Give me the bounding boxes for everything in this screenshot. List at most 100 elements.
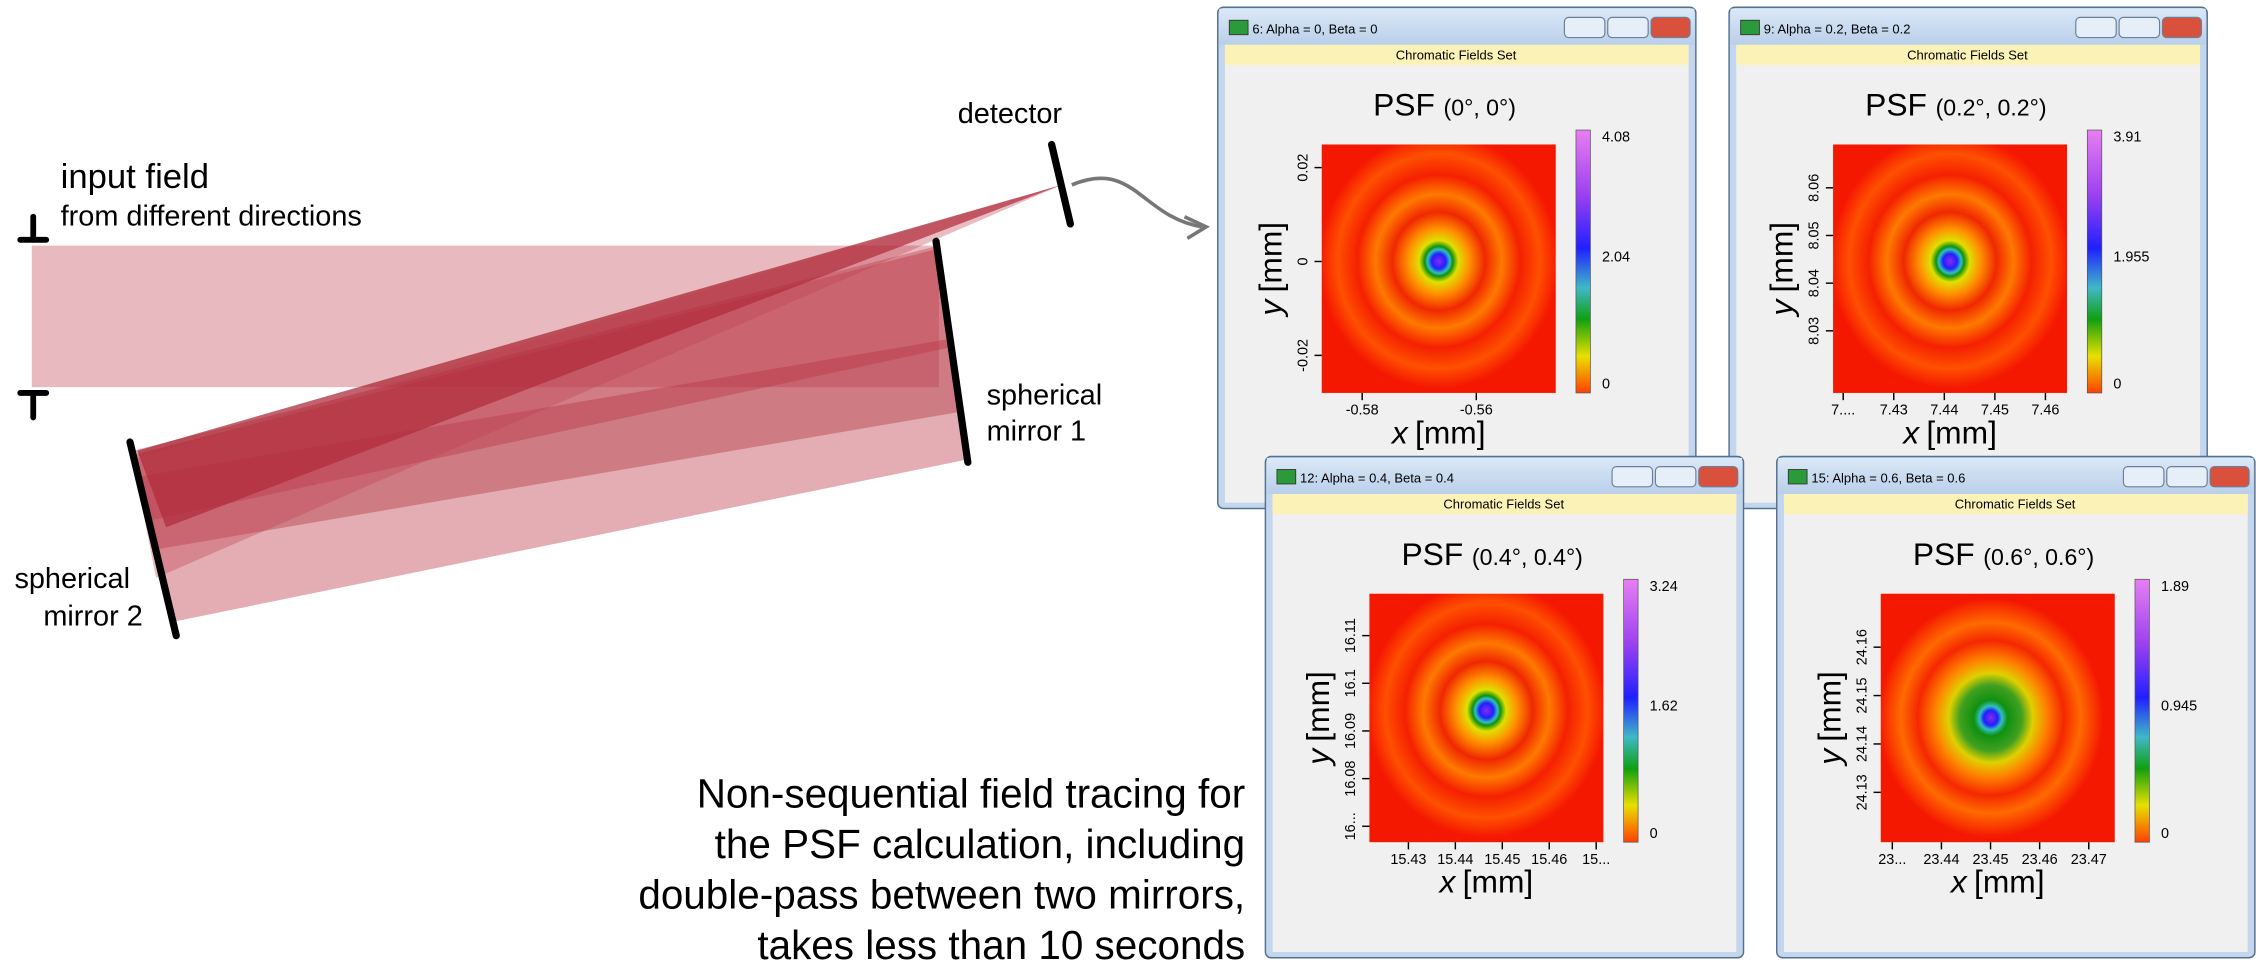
window-icon [1741,20,1760,34]
toolbar-label: Chromatic Fields Set [1396,47,1517,62]
close-button[interactable] [1651,17,1690,37]
caption: takes less than 10 seconds [757,922,1245,965]
caption: Non-sequential field tracing for [697,771,1245,817]
x-axis-var: x [1390,414,1409,450]
y-tick-label: 16.1 [1343,669,1359,697]
plot-title-main: PSF [1913,536,1975,572]
label: mirror 1 [987,416,1086,448]
x-tick-label: -0.58 [1346,403,1379,419]
toolbar-label: Chromatic Fields Set [1907,47,2028,62]
plot-title-angles: (0.2°, 0.2°) [1936,95,2047,121]
x-axis-label: x[mm] [1390,414,1486,450]
y-tick-label: 8.05 [1807,221,1823,249]
window-title: 6: Alpha = 0, Beta = 0 [1252,21,1377,36]
y-axis-var: y [1811,747,1847,767]
label: input field [61,158,209,196]
psf-image [1322,144,1556,392]
window-icon [1788,469,1807,483]
colorbar-tick-label: 3.91 [2113,130,2141,146]
y-tick-label: -0.02 [1295,339,1311,372]
maximize-button[interactable] [1608,17,1648,37]
colorbar-tick-label: 0 [1602,377,1610,393]
y-axis-var: y [1300,747,1336,767]
window: 12: Alpha = 0.4, Beta = 0.4Chromatic Fie… [1265,456,1743,957]
x-axis-var: x [1949,864,1968,900]
caption: the PSF calculation, including [715,821,1246,867]
x-axis-label: x[mm] [1901,414,1997,450]
toolbar-label: Chromatic Fields Set [1955,497,2076,512]
psf-image [1881,594,2115,842]
y-tick-label: 24.15 [1854,677,1870,713]
y-axis-unit: [mm] [1764,222,1800,293]
y-tick-label: 8.04 [1807,269,1823,297]
arrow [1072,178,1206,238]
window-icon [1277,469,1296,483]
window-title: 15: Alpha = 0.6, Beta = 0.6 [1811,471,1965,486]
colorbar-tick-label: 4.08 [1602,130,1630,146]
colorbar [2135,579,2149,842]
windows: 6: Alpha = 0, Beta = 0 Chromatic Fields S… [1218,7,2255,957]
y-axis-label: y[mm] [1764,222,1800,318]
x-tick-label: 15... [1582,852,1610,868]
y-axis-unit: [mm] [1252,222,1288,293]
toolbar-label: Chromatic Fields Set [1443,497,1564,512]
colorbar-tick-label: 1.955 [2113,249,2149,265]
window-title: 9: Alpha = 0.2, Beta = 0.2 [1764,21,1911,36]
y-tick-label: 24.13 [1854,774,1870,810]
y-tick-label: 8.06 [1807,174,1823,202]
maximize-button[interactable] [1655,467,1695,487]
y-tick-label: 24.14 [1854,726,1870,762]
x-axis-var: x [1438,864,1457,900]
x-axis-unit: [mm] [1926,414,1997,450]
y-tick-label: 0 [1295,257,1311,265]
label: spherical [987,379,1103,411]
x-tick-label: 23.47 [2071,852,2107,868]
colorbar-tick-label: 3.24 [1650,579,1678,595]
colorbar-tick-label: 0 [2161,826,2169,842]
plot-title-angles: (0.6°, 0.6°) [1983,544,2094,570]
colorbar-tick-label: 0 [2113,377,2121,393]
psf-image [1833,144,2067,392]
y-tick-label: 0.02 [1295,154,1311,182]
colorbar [1624,579,1638,842]
y-axis-unit: [mm] [1811,671,1847,742]
x-axis-unit: [mm] [1463,864,1534,900]
minimize-button[interactable] [1612,467,1652,487]
label: from different directions [61,200,362,232]
caption: double-pass between two mirrors, [638,872,1245,918]
plot-title-main: PSF [1373,87,1435,123]
colorbar-tick-label: 2.04 [1602,249,1630,265]
x-tick-label: 7.46 [2031,403,2059,419]
x-axis-label: x[mm] [1438,864,1534,900]
y-axis-unit: [mm] [1300,671,1336,742]
label: spherical [14,563,130,595]
plot-title-angles: (0.4°, 0.4°) [1472,544,1583,570]
x-axis-label: x[mm] [1949,864,2045,900]
page: input field from different directions de… [0,0,2265,965]
x-tick-label: 15.46 [1531,852,1567,868]
x-tick-label: 23... [1878,852,1906,868]
plot-title-main: PSF [1401,536,1463,572]
beams [32,185,1062,621]
window: 9: Alpha = 0.2, Beta = 0.2 Chromatic Fiel… [1729,7,2207,508]
plot-title-angles: (0°, 0°) [1444,95,1516,121]
close-button[interactable] [1699,467,1738,487]
minimize-button[interactable] [1564,17,1604,37]
plot-title-main: PSF [1865,87,1927,123]
maximize-button[interactable] [2167,467,2207,487]
colorbar-tick-label: 0.945 [2161,699,2197,715]
x-axis-var: x [1901,414,1920,450]
maximize-button[interactable] [2119,17,2159,37]
y-axis-var: y [1252,298,1288,318]
x-axis-unit: [mm] [1974,864,2045,900]
close-button[interactable] [2210,467,2249,487]
label: mirror 2 [43,601,142,633]
minimize-button[interactable] [2123,467,2163,487]
close-button[interactable] [2162,17,2201,37]
minimize-button[interactable] [2076,17,2116,37]
window: 15: Alpha = 0.6, Beta = 0.6 Chromatic Fie… [1777,456,2255,957]
y-axis-label: y [mm] [1811,671,1847,767]
y-axis-label: y [mm] [1300,671,1336,767]
colorbar-tick-label: 1.89 [2161,579,2189,595]
y-tick-label: 24.16 [1854,629,1870,665]
